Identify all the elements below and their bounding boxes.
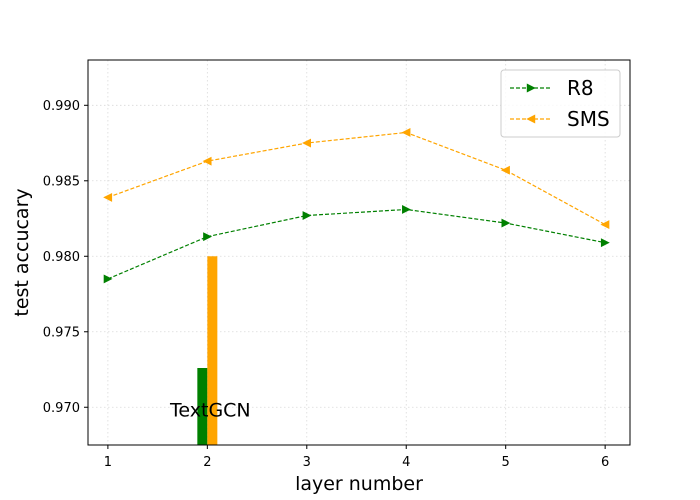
x-tick-label: 6: [601, 455, 609, 470]
plot-frame: [87, 59, 631, 446]
series-r8: [103, 205, 610, 284]
x-tick-label: 3: [303, 455, 311, 470]
series-lines: [103, 128, 610, 284]
textgcn-bar-sms: [207, 256, 218, 445]
textgcn-annotation: TextGCN: [169, 399, 251, 421]
y-tick-label: 0.990: [43, 99, 80, 114]
axis-ticks: 1 2 3 4 5 6 0.970 0.975 0.980 0.985 0.990: [43, 99, 609, 470]
x-tick-label: 1: [104, 455, 112, 470]
data-point-sms: [202, 156, 212, 166]
y-tick-label: 0.975: [43, 325, 80, 340]
data-point-sms: [500, 165, 510, 175]
x-tick-label: 2: [203, 455, 211, 470]
y-tick-label: 0.985: [43, 174, 80, 189]
data-point-r8: [600, 238, 610, 248]
data-point-r8: [203, 232, 213, 242]
data-point-sms: [302, 138, 311, 148]
y-tick-label: 0.970: [43, 401, 80, 416]
data-point-sms: [600, 220, 610, 230]
data-point-sms: [103, 192, 113, 202]
series-line-sms: [107, 131, 606, 226]
data-point-sms: [401, 128, 411, 137]
baseline-bars: [197, 256, 218, 445]
y-tick-label: 0.980: [43, 250, 80, 265]
legend-marker-r8: [526, 83, 536, 93]
data-point-r8: [103, 274, 113, 284]
series-line-r8: [107, 208, 606, 280]
data-point-r8: [302, 211, 312, 220]
series-sms: [103, 128, 610, 230]
data-point-r8: [402, 205, 411, 214]
textgcn-bar-r8: [197, 368, 208, 445]
legend-label-r8: R8: [567, 76, 594, 100]
data-point-r8: [501, 218, 511, 228]
x-tick-label: 4: [402, 455, 410, 470]
legend: R8 SMS: [500, 69, 621, 138]
x-axis-title: layer number: [295, 473, 423, 495]
x-tick-label: 5: [502, 455, 510, 470]
legend-marker-sms: [526, 114, 536, 124]
legend-item-r8: R8: [510, 76, 594, 100]
legend-item-sms: SMS: [510, 107, 610, 131]
legend-label-sms: SMS: [567, 107, 610, 131]
y-axis-title: test accucary: [11, 188, 33, 316]
